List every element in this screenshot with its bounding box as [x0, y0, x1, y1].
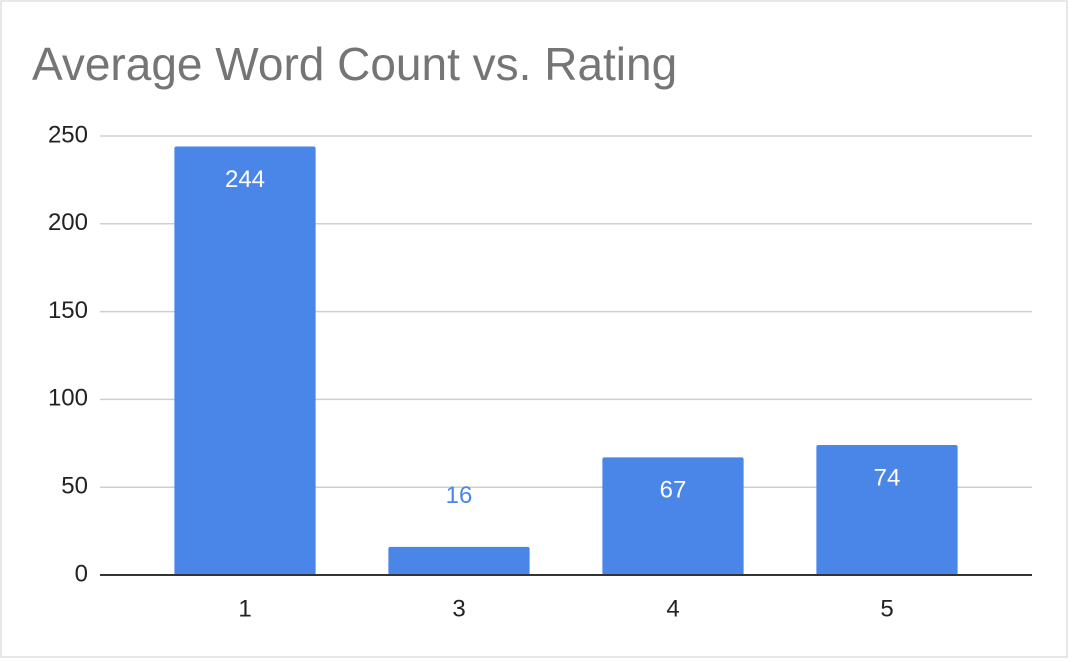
y-tick-label: 250	[48, 121, 88, 148]
value-label: 244	[225, 166, 265, 193]
y-tick-label: 50	[61, 473, 88, 500]
bar	[388, 546, 530, 575]
y-tick-label: 0	[75, 560, 88, 587]
y-tick-label: 200	[48, 209, 88, 236]
x-tick-label: 4	[666, 595, 679, 622]
bar	[602, 457, 744, 575]
x-tick-label: 3	[452, 595, 465, 622]
chart-title: Average Word Count vs. Rating	[32, 38, 677, 90]
bar	[816, 445, 958, 575]
value-label: 74	[874, 464, 901, 491]
value-label: 67	[660, 477, 687, 504]
x-tick-label: 5	[880, 595, 893, 622]
value-label: 16	[446, 482, 473, 509]
y-tick-label: 150	[48, 297, 88, 324]
x-tick-label: 1	[238, 595, 251, 622]
y-tick-label: 100	[48, 385, 88, 412]
bar	[174, 146, 316, 575]
